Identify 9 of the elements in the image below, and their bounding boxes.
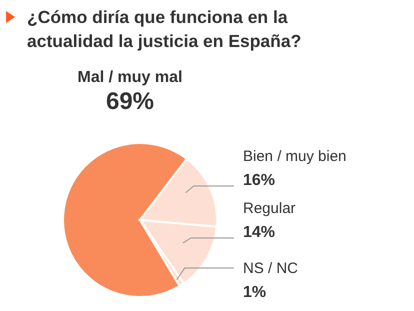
slice-label: Bien / muy bien (243, 148, 346, 165)
data-label: 69% (106, 88, 154, 115)
slice-label: Mal / muy mal (78, 69, 182, 86)
data-label: 16% (243, 172, 276, 189)
data-label: 14% (243, 224, 276, 241)
slice-label: Regular (243, 200, 296, 217)
data-label: 1% (243, 284, 266, 301)
slice-label: NS / NC (243, 260, 298, 277)
chart-title: ¿Cómo diría que funciona en la actualidad la justicia en España? (27, 6, 302, 53)
